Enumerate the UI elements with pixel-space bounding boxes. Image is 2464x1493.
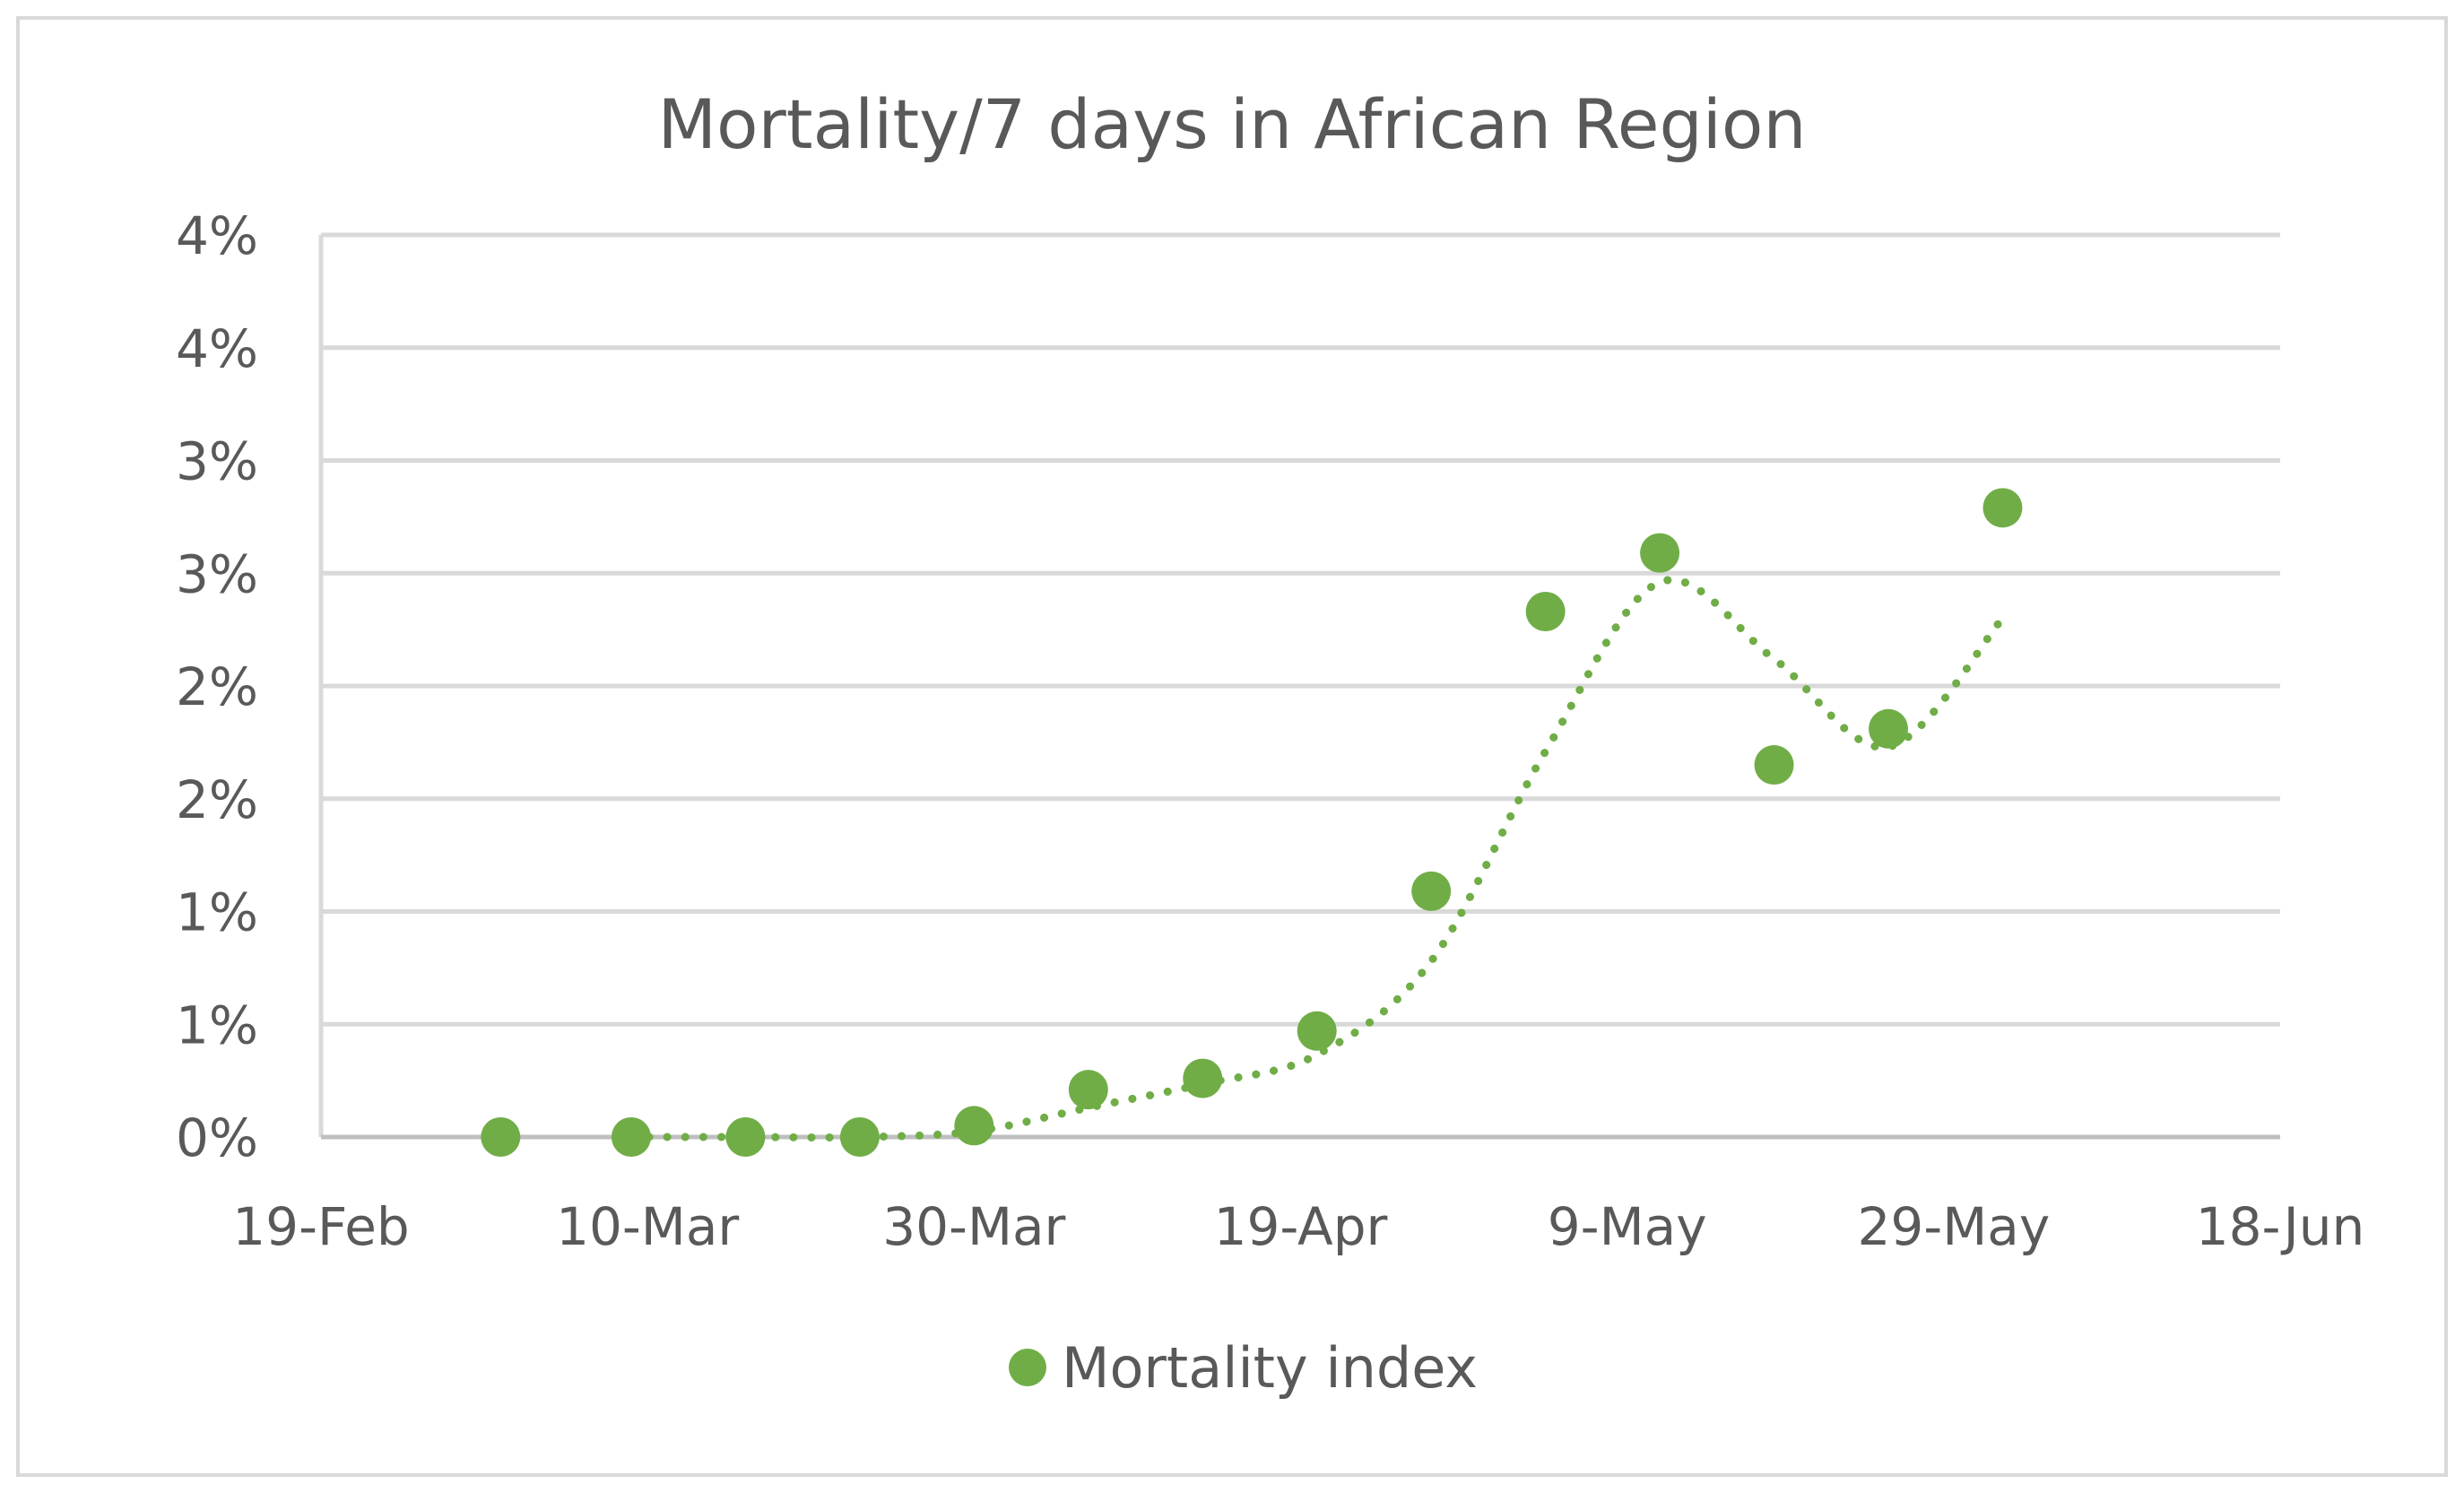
data-point-8 bbox=[1411, 871, 1452, 911]
x-tick-labels: 19-Feb 10-Mar 30-Mar 19-Apr 9-May 29-May 18-Ju… bbox=[232, 1196, 2364, 1257]
y-tick-label-2: 1% bbox=[176, 882, 258, 943]
y-tick-label-8: 4% bbox=[176, 205, 258, 266]
legend-marker-icon bbox=[1009, 1349, 1046, 1386]
data-point-0 bbox=[481, 1117, 521, 1157]
data-point-6 bbox=[1183, 1058, 1223, 1098]
legend: Mortality index bbox=[1009, 1335, 1478, 1401]
data-point-2 bbox=[725, 1117, 766, 1157]
data-point-9 bbox=[1525, 592, 1566, 632]
chart-title: Mortality/7 days in African Region bbox=[657, 84, 1806, 164]
y-tick-labels: 0% 1% 1% 2% 2% 3% 3% 4% 4% bbox=[176, 205, 258, 1168]
y-tick-label-5: 3% bbox=[176, 543, 258, 604]
data-point-11 bbox=[1754, 745, 1794, 786]
data-point-10 bbox=[1640, 533, 1680, 573]
data-point-4 bbox=[954, 1106, 994, 1146]
trendline bbox=[627, 576, 2007, 1141]
y-tick-label-1: 1% bbox=[176, 994, 258, 1055]
data-point-7 bbox=[1297, 1011, 1337, 1051]
data-point-1 bbox=[611, 1117, 651, 1157]
y-tick-label-7: 4% bbox=[176, 318, 258, 379]
gridlines bbox=[321, 232, 2280, 1027]
legend-label: Mortality index bbox=[1062, 1335, 1478, 1401]
x-tick-label-6: 18-Jun bbox=[2196, 1196, 2365, 1257]
x-tick-label-4: 9-May bbox=[1548, 1196, 1707, 1257]
x-tick-label-0: 19-Feb bbox=[232, 1196, 409, 1257]
y-tick-label-6: 3% bbox=[176, 431, 258, 492]
chart-border bbox=[16, 16, 2448, 1477]
data-point-3 bbox=[839, 1117, 880, 1157]
trendline-path bbox=[627, 576, 2007, 1141]
x-tick-label-2: 30-Mar bbox=[882, 1196, 1065, 1257]
data-point-12 bbox=[1869, 708, 1908, 749]
x-tick-label-3: 19-Apr bbox=[1214, 1196, 1388, 1257]
data-point-5 bbox=[1068, 1070, 1108, 1110]
y-tick-label-3: 2% bbox=[176, 769, 258, 830]
x-tick-label-5: 29-May bbox=[1858, 1196, 2051, 1257]
x-tick-label-1: 10-Mar bbox=[556, 1196, 739, 1257]
y-tick-label-4: 2% bbox=[176, 656, 258, 717]
data-point-13 bbox=[1982, 488, 2023, 528]
y-tick-label-0: 0% bbox=[176, 1107, 258, 1168]
data-points bbox=[481, 488, 2023, 1157]
